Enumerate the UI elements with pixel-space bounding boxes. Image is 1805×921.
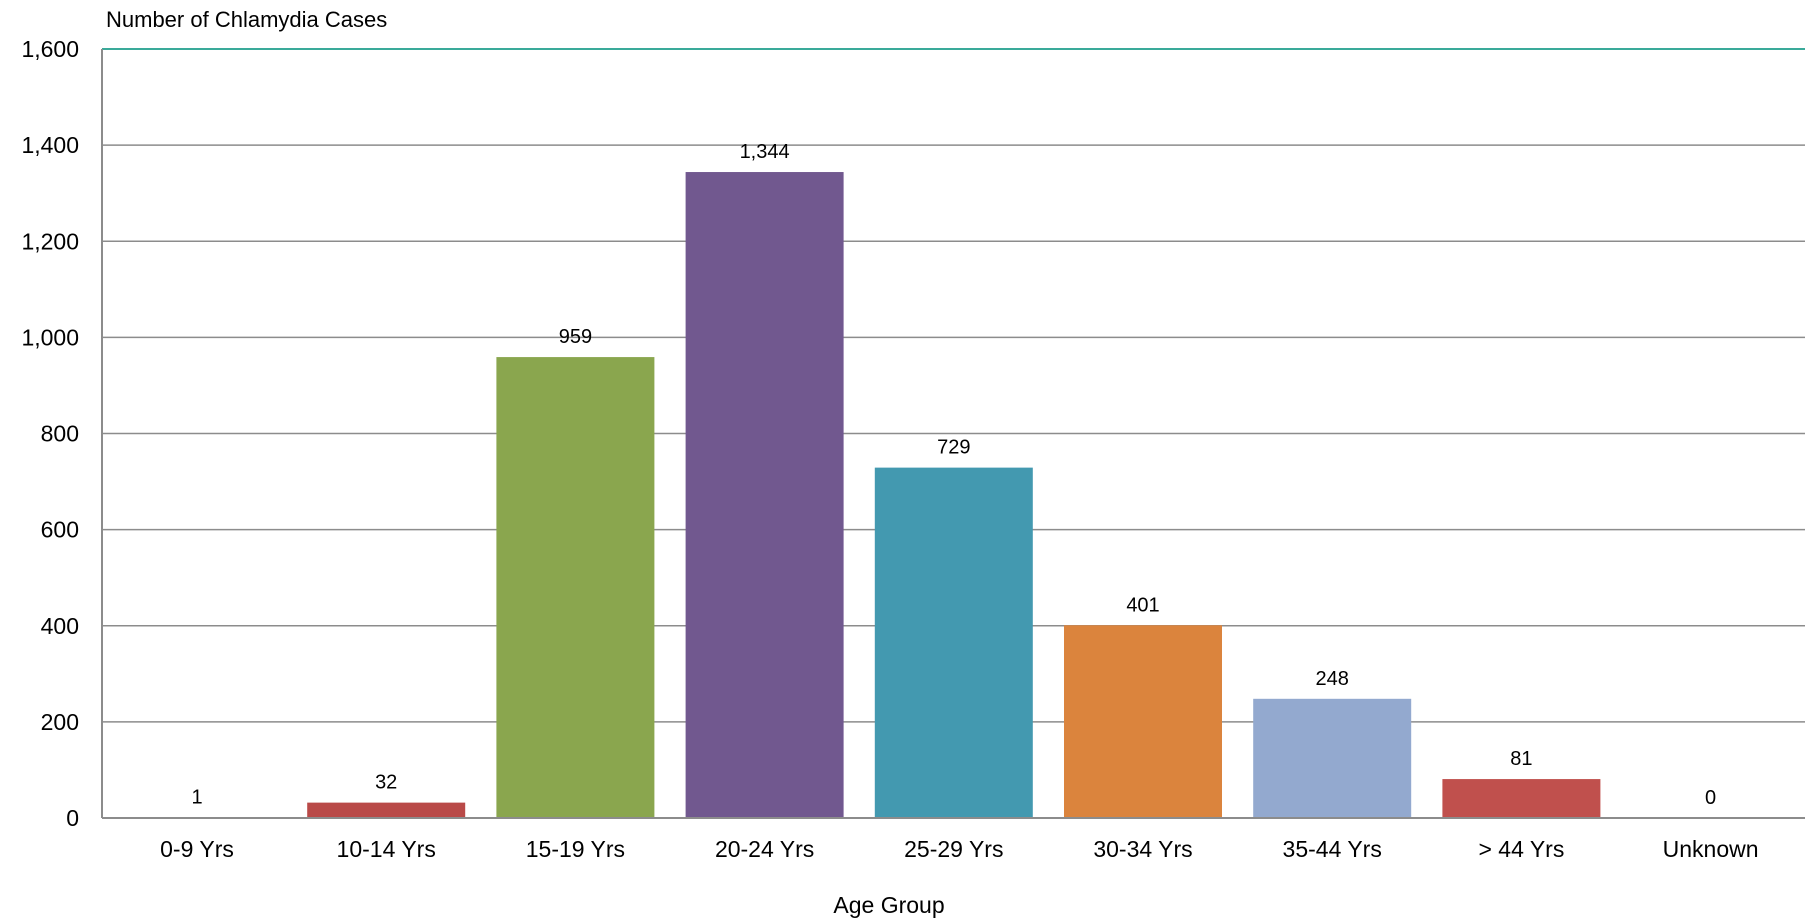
- y-tick-label: 1,000: [21, 324, 79, 350]
- y-tick-label: 800: [41, 421, 79, 447]
- x-axis-tick-labels: 0-9 Yrs 10-14 Yrs 15-19 Yrs 20-24 Yrs 25-29 …: [160, 836, 1758, 862]
- data-label: 1,344: [740, 141, 790, 163]
- y-tick-label: 0: [66, 805, 79, 831]
- data-label: 959: [559, 326, 592, 348]
- x-tick-label: 20-24 Yrs: [715, 836, 814, 862]
- data-label: 248: [1316, 668, 1349, 690]
- x-tick-label: > 44 Yrs: [1478, 836, 1564, 862]
- x-axis-title: Age Group: [833, 892, 944, 918]
- x-tick-label: 35-44 Yrs: [1283, 836, 1382, 862]
- data-label: 32: [375, 772, 397, 794]
- x-tick-label: 15-19 Yrs: [526, 836, 625, 862]
- bar: [685, 172, 844, 819]
- y-tick-label: 1,200: [21, 228, 79, 254]
- y-tick-label: 400: [41, 613, 79, 639]
- bar: [1064, 625, 1222, 818]
- x-tick-label: 10-14 Yrs: [337, 836, 436, 862]
- bars: [118, 172, 1601, 819]
- data-label: 1: [191, 787, 202, 809]
- x-tick-label: 0-9 Yrs: [160, 836, 234, 862]
- y-axis-tick-labels: 0 200 400 600 800 1,000 1,200 1,400 1,600: [21, 36, 79, 831]
- y-tick-label: 1,600: [21, 36, 79, 62]
- x-tick-label: Unknown: [1663, 836, 1759, 862]
- data-label: 729: [937, 437, 970, 459]
- y-tick-label: 200: [41, 709, 79, 735]
- data-label: 81: [1510, 748, 1532, 770]
- bar: [874, 467, 1033, 818]
- y-axis-title: Number of Chlamydia Cases: [106, 7, 387, 32]
- data-label: 401: [1126, 594, 1159, 616]
- x-tick-label: 30-34 Yrs: [1093, 836, 1192, 862]
- bar: [1442, 779, 1601, 818]
- data-label: 0: [1705, 787, 1716, 809]
- data-labels: 1 32 959 1,344 729 401 248 81 0: [191, 141, 1716, 809]
- y-tick-label: 600: [41, 517, 79, 543]
- y-tick-label: 1,400: [21, 132, 79, 158]
- bar: [307, 802, 466, 818]
- bar: [496, 357, 655, 818]
- bar: [1253, 698, 1412, 818]
- x-tick-label: 25-29 Yrs: [904, 836, 1003, 862]
